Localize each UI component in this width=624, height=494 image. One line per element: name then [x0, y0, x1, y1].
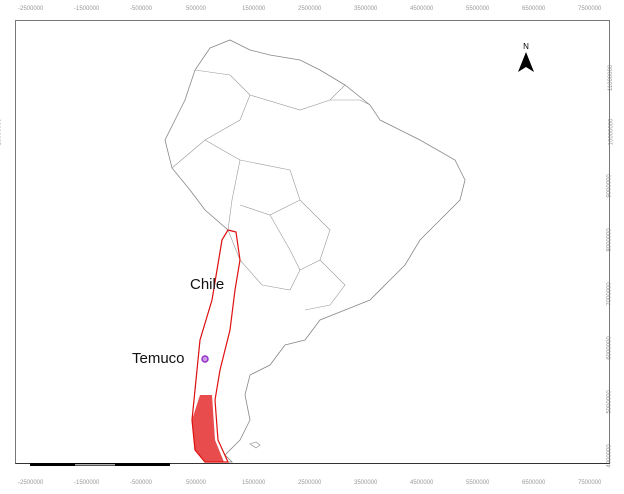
north-arrow: N: [515, 42, 537, 78]
x-tick-label: -2500000: [18, 480, 44, 486]
temuco-label: Temuco: [132, 350, 185, 367]
x-tick-label: 4500000: [410, 480, 434, 486]
chile-shape: [191, 229, 241, 463]
chile-label: Chile: [190, 276, 225, 293]
x-tick-label: 3500000: [354, 480, 378, 486]
temuco-marker: [201, 355, 209, 363]
south-america-outline: [164, 39, 466, 463]
north-letter: N: [523, 42, 529, 51]
x-tick-label: 5500000: [466, 480, 490, 486]
scale-bar: [30, 455, 170, 473]
x-tick-label: 2500000: [298, 480, 322, 486]
x-tick-label: 7500000: [578, 6, 602, 12]
x-tick-label: -1500000: [74, 480, 100, 486]
x-tick-label: 1500000: [242, 6, 266, 12]
x-tick-label: 2500000: [298, 6, 322, 12]
x-tick-label: 500000: [186, 480, 207, 486]
x-tick-label: 3500000: [354, 6, 378, 12]
x-tick-label: -2500000: [18, 6, 44, 12]
x-tick-label: 6500000: [522, 480, 546, 486]
x-tick-label: -500000: [130, 480, 153, 486]
x-tick-label: -1500000: [74, 6, 100, 12]
x-tick-label: 7500000: [578, 480, 602, 486]
x-tick-label: 500000: [186, 6, 207, 12]
x-tick-label: -500000: [130, 6, 153, 12]
x-tick-label: 6500000: [522, 6, 546, 12]
map-frame: [15, 20, 610, 464]
x-tick-label: 1500000: [242, 480, 266, 486]
falkland-islands: [249, 441, 261, 449]
country-borders: [171, 69, 371, 311]
chile-southern-fjords: [192, 395, 224, 462]
x-tick-label: 4500000: [410, 6, 434, 12]
x-tick-label: 5500000: [466, 6, 490, 12]
scale-bar-graphic: [30, 463, 170, 466]
north-arrow-icon: [518, 52, 534, 72]
